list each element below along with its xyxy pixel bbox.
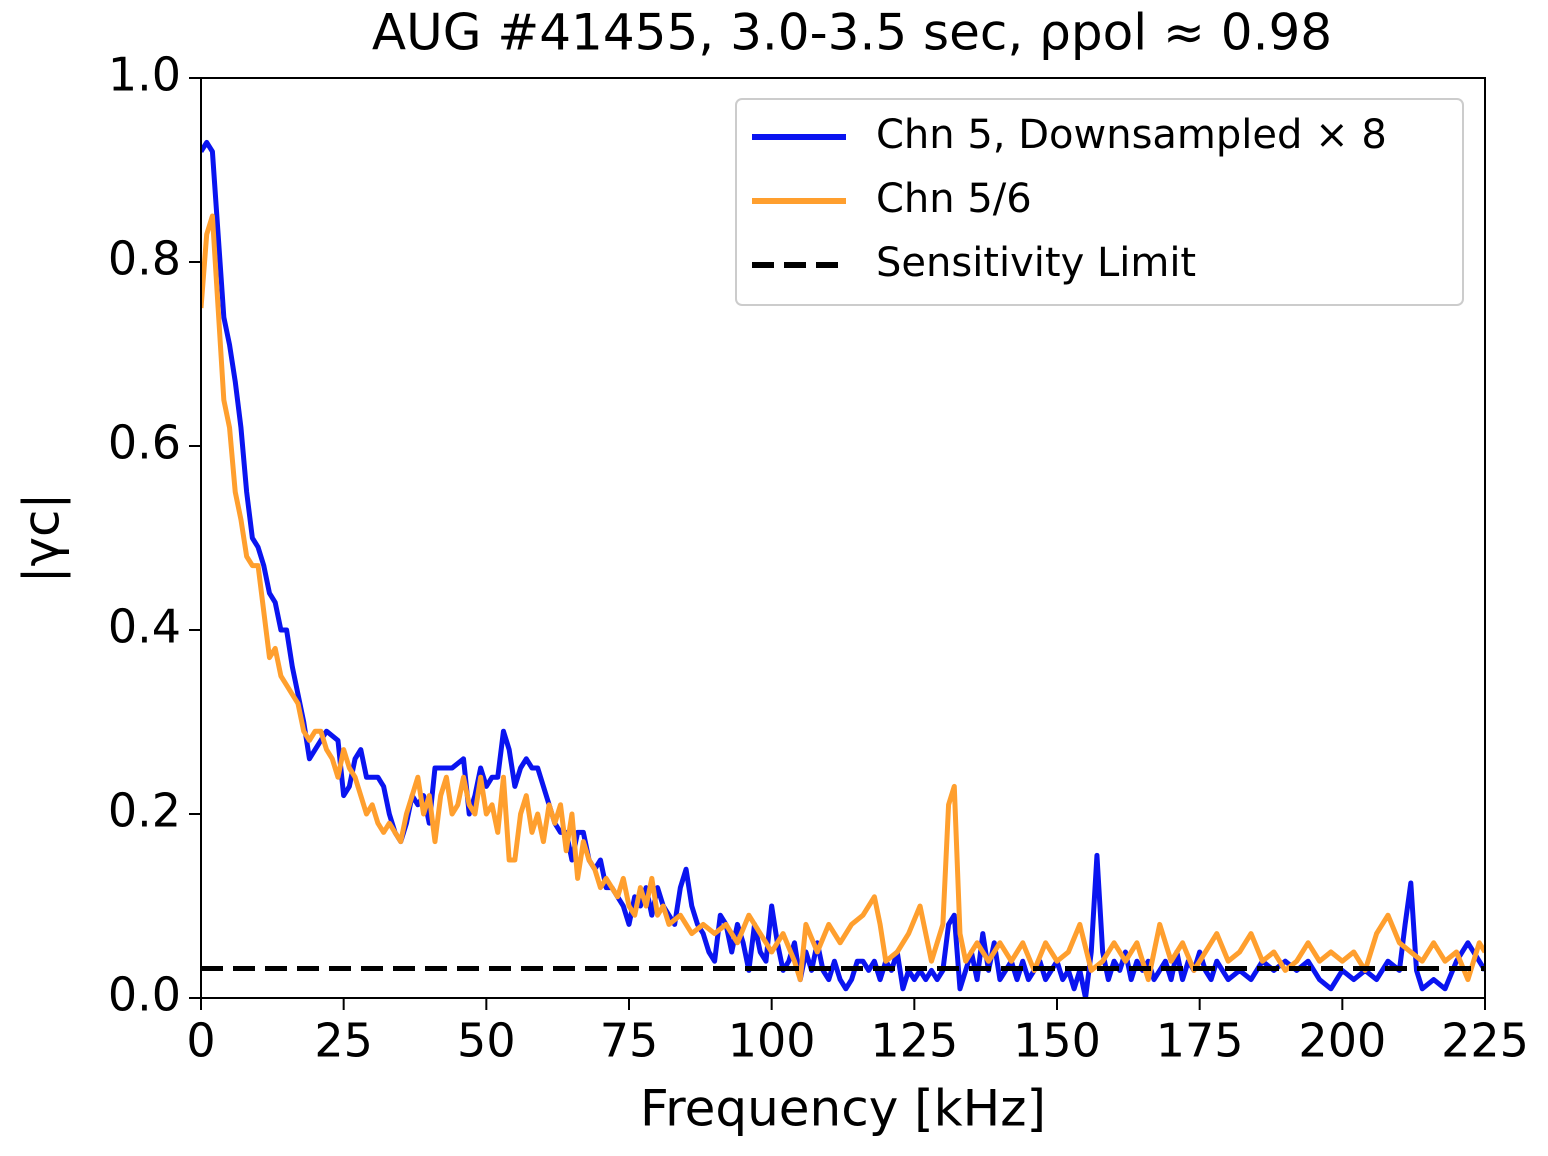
x-tick-label: 0 bbox=[186, 1014, 215, 1068]
y-tick-label: 0.2 bbox=[108, 784, 181, 838]
x-tick-label: 100 bbox=[728, 1014, 816, 1068]
legend-label: Sensitivity Limit bbox=[876, 240, 1196, 286]
y-axis-label: |γc| bbox=[13, 493, 71, 584]
x-tick-label: 50 bbox=[457, 1014, 516, 1068]
x-tick-label: 75 bbox=[600, 1014, 659, 1068]
x-tick-label: 125 bbox=[870, 1014, 958, 1068]
series-line bbox=[201, 213, 1485, 983]
x-tick-label: 200 bbox=[1298, 1014, 1386, 1068]
x-axis-label: Frequency [kHz] bbox=[640, 1080, 1046, 1138]
y-tick-label: 0.8 bbox=[108, 232, 181, 286]
legend-box bbox=[735, 98, 1464, 306]
chart-title: AUG #41455, 3.0-3.5 sec, ρpol ≈ 0.98 bbox=[372, 4, 1332, 62]
y-tick-label: 0.6 bbox=[108, 416, 181, 470]
y-tick-label: 1.0 bbox=[108, 48, 181, 102]
x-tick-label: 25 bbox=[314, 1014, 373, 1068]
y-tick-label: 0.4 bbox=[108, 600, 181, 654]
legend-label: Chn 5, Downsampled × 8 bbox=[876, 112, 1387, 158]
y-tick-label: 0.0 bbox=[108, 968, 181, 1022]
x-tick-label: 175 bbox=[1156, 1014, 1244, 1068]
plot-frame bbox=[200, 77, 1486, 999]
legend-label: Chn 5/6 bbox=[876, 176, 1032, 222]
x-tick-label: 150 bbox=[1013, 1014, 1101, 1068]
x-tick-label: 225 bbox=[1441, 1014, 1529, 1068]
